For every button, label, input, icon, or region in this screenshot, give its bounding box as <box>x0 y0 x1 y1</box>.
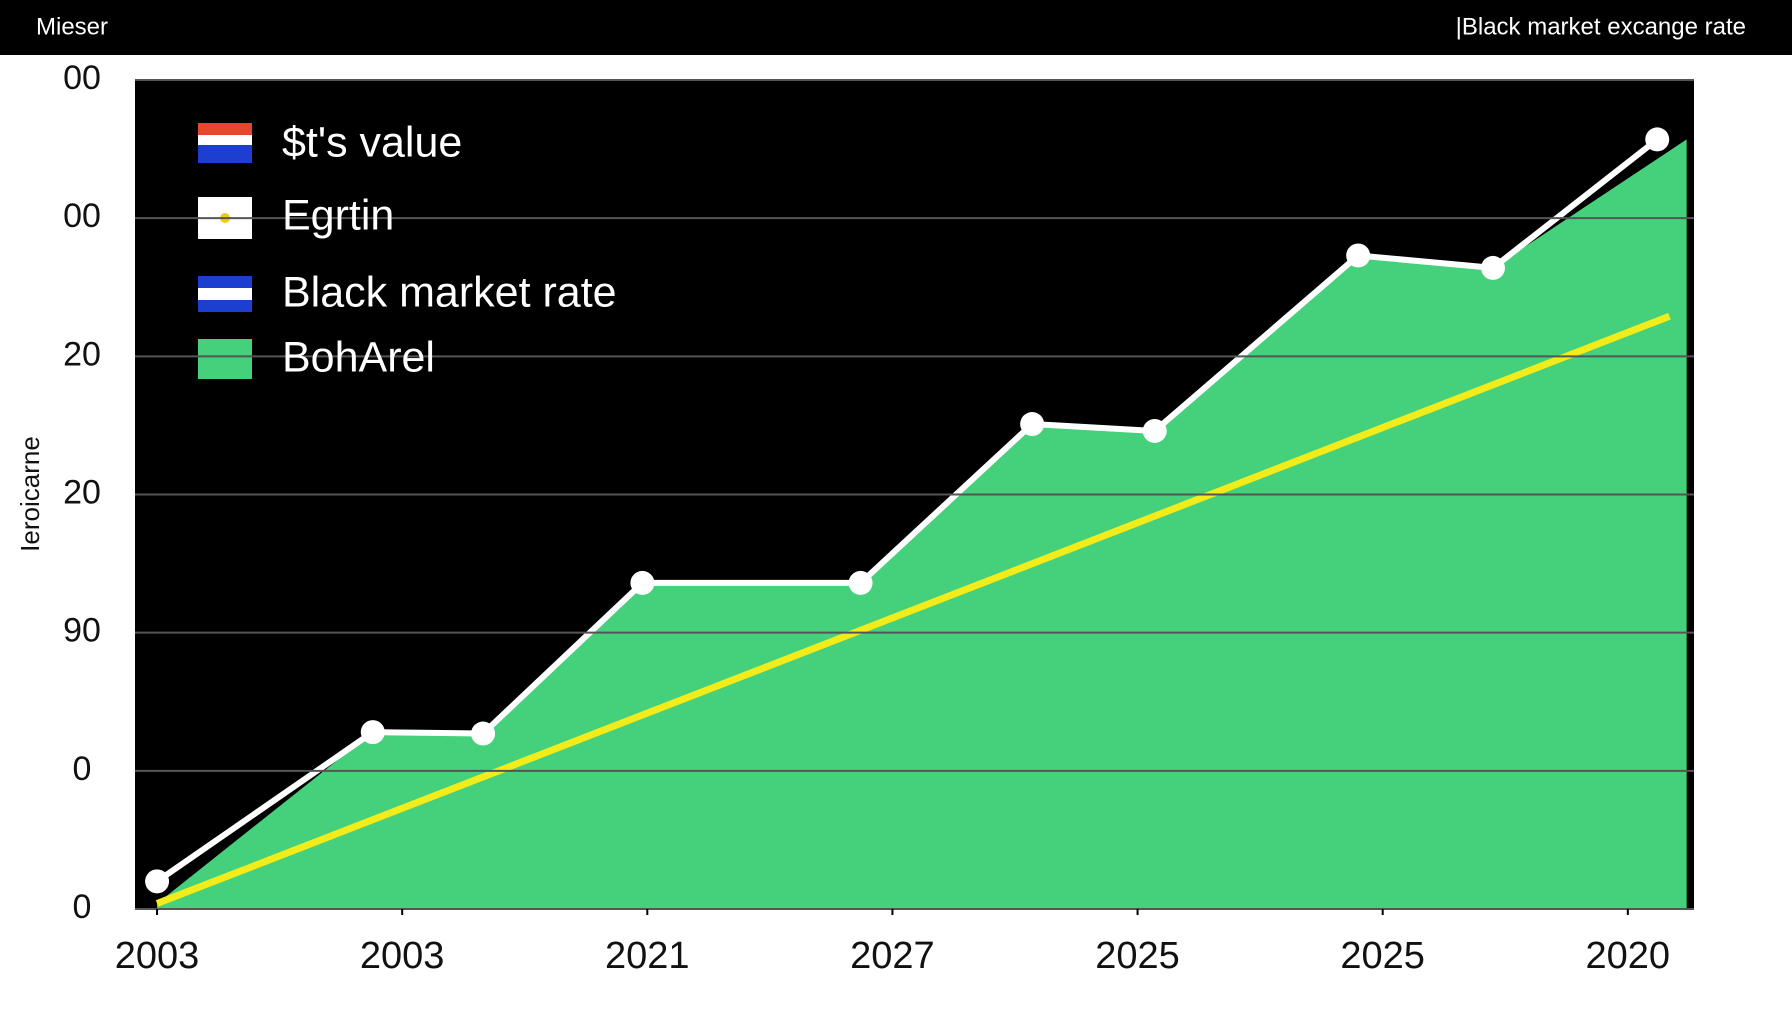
marker <box>1480 255 1505 280</box>
x-tick-label: 2025 <box>1340 935 1425 977</box>
y-tick-label: 20 <box>63 473 101 511</box>
x-tick-label: 2003 <box>360 935 445 977</box>
y-tick-label: 0 <box>73 888 92 926</box>
line <box>155 313 1671 907</box>
marker <box>145 869 170 894</box>
marker <box>1346 243 1371 268</box>
line <box>155 137 1660 884</box>
y-tick-label: 20 <box>63 335 101 373</box>
x-tick-label: 2027 <box>850 935 935 977</box>
legend-label: Black market rate <box>282 268 617 316</box>
legend-swatch <box>198 123 252 163</box>
legend-label: $t's value <box>282 118 462 166</box>
x-tick-label: 2003 <box>115 935 200 977</box>
marker <box>360 720 385 745</box>
marker <box>1020 412 1045 437</box>
marker <box>471 721 496 746</box>
chart-title: Mieser <box>36 13 108 40</box>
marker <box>1142 418 1167 443</box>
y-tick-label: 90 <box>63 612 101 650</box>
x-tick-label: 2020 <box>1586 935 1671 977</box>
legend <box>198 123 252 379</box>
y-tick-label: 00 <box>63 59 101 97</box>
y-axis-label: Ieroicarne <box>15 436 45 552</box>
x-tick-label: 2021 <box>605 935 690 977</box>
x-tick-label: 2025 <box>1095 935 1180 977</box>
legend-swatch <box>198 339 252 379</box>
header-bar <box>0 0 1792 55</box>
marker <box>848 570 873 595</box>
chart-subtitle: |Black market excange rate <box>1456 13 1746 40</box>
y-tick-label: 0 <box>73 750 92 788</box>
area <box>157 139 1687 909</box>
legend-label: BohArel <box>282 333 435 381</box>
legend-swatch <box>198 276 252 312</box>
y-tick-label: 00 <box>63 197 101 235</box>
plot <box>145 127 1687 909</box>
marker <box>630 570 655 595</box>
marker <box>1645 127 1670 152</box>
legend-label: Egrtin <box>282 191 394 239</box>
